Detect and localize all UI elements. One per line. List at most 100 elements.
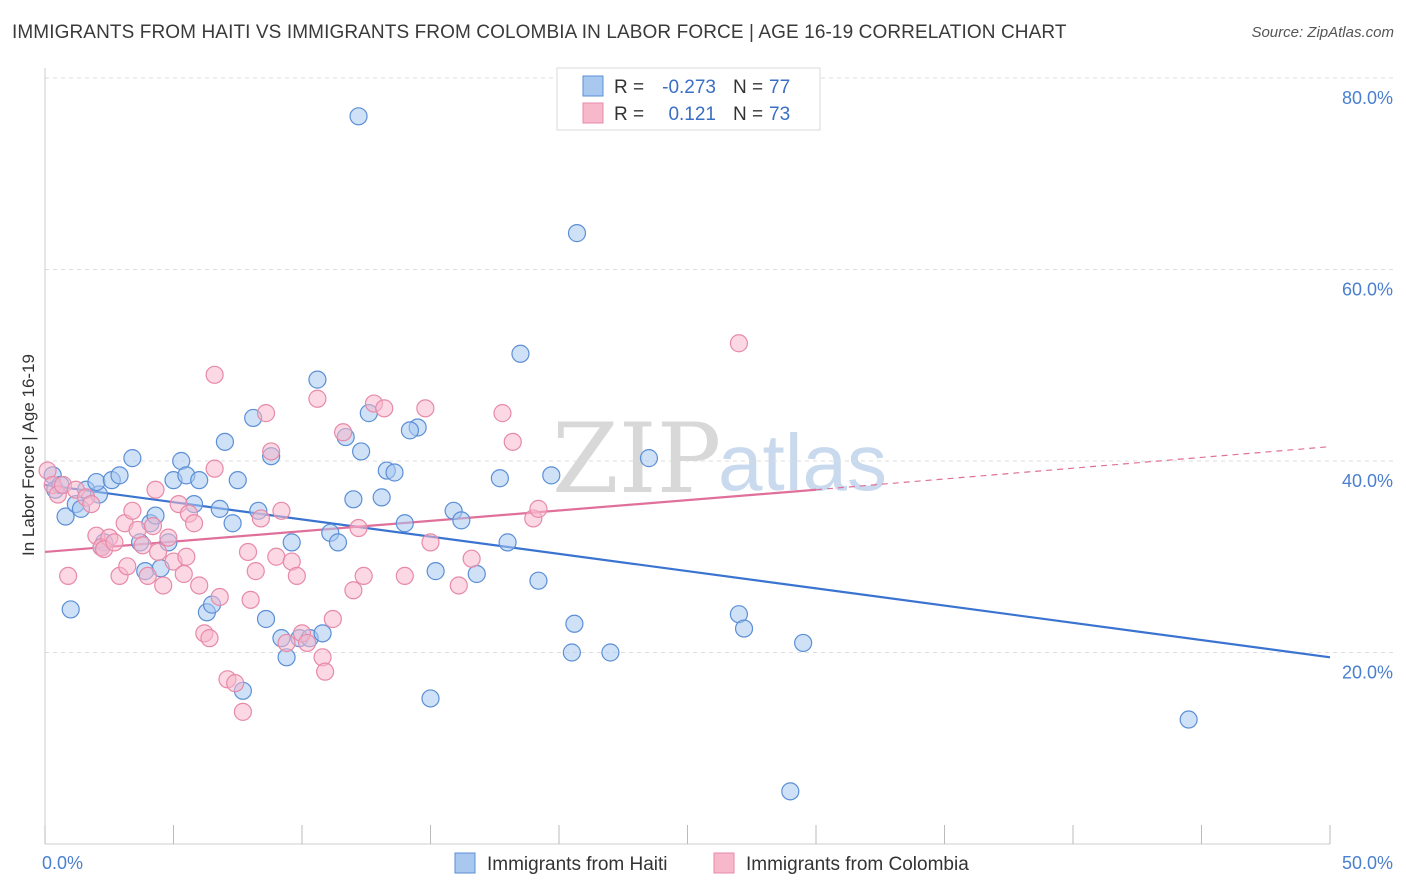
haiti-point — [223, 514, 242, 533]
haiti-point — [452, 511, 471, 530]
colombia-trend-line-extrapolated — [815, 446, 1331, 491]
colombia-point — [272, 501, 291, 520]
colombia-point — [238, 542, 258, 562]
colombia-point — [190, 576, 209, 595]
colombia-point — [123, 501, 142, 520]
bottom-legend-label-haiti: Immigrants from Haiti — [487, 854, 668, 875]
colombia-point — [105, 533, 124, 552]
correlation-legend: R = -0.273 N = 77 R = 0.121 N = 73 — [556, 67, 821, 131]
colombia-point — [133, 536, 152, 555]
legend-r-value-haiti: -0.273 — [662, 77, 716, 98]
chart-title: IMMIGRANTS FROM HAITI VS IMMIGRANTS FROM… — [12, 22, 1067, 43]
haiti-point — [349, 107, 368, 126]
haiti-point — [385, 463, 404, 482]
haiti-point — [542, 466, 561, 485]
colombia-point — [146, 480, 165, 499]
legend-r-value-colombia: 0.121 — [668, 104, 716, 125]
legend-swatch-haiti — [582, 75, 604, 97]
colombia-point — [233, 702, 252, 721]
legend-n-label-colombia: N = — [733, 104, 763, 125]
haiti-point — [110, 466, 129, 485]
colombia-point — [59, 566, 78, 586]
haiti-point — [256, 609, 276, 629]
colombia-point — [298, 633, 317, 653]
haiti-point — [328, 533, 348, 552]
colombia-point — [138, 566, 157, 586]
haiti-point — [282, 533, 301, 552]
colombia-point — [82, 494, 101, 514]
gridlines — [45, 77, 1393, 653]
series-legend: Immigrants from Haiti Immigrants from Co… — [454, 852, 969, 875]
haiti-point — [529, 571, 548, 590]
legend-n-value-colombia: 73 — [769, 104, 790, 125]
haiti-point — [421, 689, 440, 708]
haiti-point — [228, 471, 247, 490]
colombia-point — [148, 542, 168, 562]
colombia-point — [462, 549, 481, 568]
colombia-point — [251, 509, 270, 528]
haiti-point — [400, 421, 420, 440]
colombia-point — [316, 662, 335, 681]
colombia-point — [256, 404, 276, 423]
colombia-point — [344, 581, 363, 600]
y-tick-label: 40.0% — [1342, 471, 1393, 491]
colombia-point — [177, 547, 196, 566]
bottom-legend-swatch-haiti — [454, 852, 476, 874]
haiti-point — [734, 619, 754, 638]
colombia-point — [118, 557, 137, 576]
y-tick-label: 80.0% — [1342, 88, 1393, 108]
haiti-point — [395, 514, 414, 533]
haiti-point — [87, 472, 106, 492]
haiti-point — [511, 344, 530, 363]
haiti-point — [567, 224, 587, 243]
haiti-point — [372, 488, 391, 507]
legend-n-label-haiti: N = — [733, 77, 763, 98]
haiti-point — [601, 643, 620, 662]
colombia-point — [334, 423, 353, 442]
watermark: ZIP atlas — [552, 403, 887, 515]
colombia-point — [267, 547, 286, 566]
series-colombia — [38, 334, 749, 721]
x-tick-label-max: 50.0% — [1342, 853, 1393, 873]
colombia-point — [277, 633, 296, 653]
y-tick-label: 60.0% — [1342, 280, 1393, 300]
colombia-point — [395, 566, 414, 586]
haiti-point — [313, 624, 332, 643]
colombia-point — [200, 629, 219, 648]
haiti-point — [56, 507, 75, 526]
watermark-zip: ZIP — [552, 403, 721, 515]
colombia-point — [287, 566, 306, 586]
y-axis-label: In Labor Force | Age 16-19 — [19, 354, 38, 556]
haiti-point — [562, 643, 581, 662]
haiti-point — [308, 370, 327, 389]
haiti-point — [352, 442, 371, 461]
haiti-point — [344, 490, 363, 509]
colombia-point — [159, 528, 178, 547]
haiti-point — [61, 600, 80, 619]
y-tick-label: 20.0% — [1342, 663, 1393, 683]
bottom-legend-swatch-colombia — [713, 852, 735, 874]
haiti-point — [210, 499, 229, 518]
colombia-point — [205, 365, 224, 384]
colombia-point — [226, 674, 245, 693]
colombia-point — [241, 590, 260, 609]
colombia-point — [308, 389, 327, 408]
colombia-point — [262, 442, 281, 461]
haiti-point — [467, 564, 486, 584]
haiti-point — [426, 562, 445, 581]
colombia-point — [174, 564, 193, 584]
haiti-point — [781, 782, 800, 801]
legend-r-label-haiti: R = — [614, 77, 644, 98]
colombia-point — [416, 399, 435, 418]
colombia-point — [246, 562, 265, 581]
legend-r-label-colombia: R = — [614, 104, 644, 125]
colombia-point — [184, 514, 204, 533]
colombia-point — [354, 566, 373, 586]
colombia-point — [503, 432, 522, 451]
haiti-point — [565, 614, 584, 633]
colombia-point — [375, 399, 394, 418]
bottom-legend-label-colombia: Immigrants from Colombia — [746, 854, 969, 875]
haiti-point — [123, 449, 142, 468]
colombia-point — [729, 334, 749, 353]
haiti-point — [498, 533, 517, 552]
